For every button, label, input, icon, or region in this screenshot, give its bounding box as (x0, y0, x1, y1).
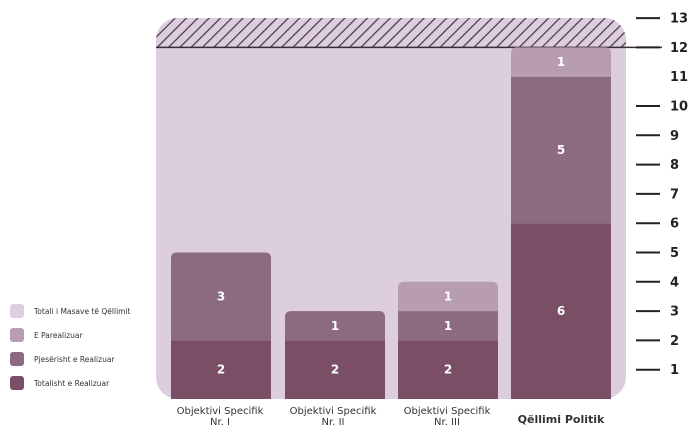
y-tick-label-4: 4 (670, 275, 679, 290)
bar-3-segment-2-label: 1 (444, 319, 452, 333)
category-label-3-line1: Objektivi Specifik (403, 406, 491, 417)
y-tick-label-9: 9 (670, 129, 679, 144)
y-tick-label-12: 12 (670, 41, 688, 56)
bar-1-segment-2-label: 3 (217, 289, 225, 303)
legend-swatch-total (10, 304, 24, 318)
category-label-4-line1: Qëllimi Politik (517, 413, 605, 426)
bar-1-segment-2 (171, 252, 271, 341)
y-tick-label-7: 7 (670, 187, 679, 202)
bar-1-segment-1-label: 2 (217, 363, 225, 377)
category-label-2: Objektivi Specifik Nr. II (273, 406, 393, 428)
y-tick-label-5: 5 (670, 246, 679, 261)
bar-3-segment-2 (398, 311, 498, 341)
category-label-3: Objektivi Specifik Nr. III (387, 406, 507, 428)
bar-2-segment-2-label: 1 (331, 319, 339, 333)
bar-3-segment-3-label: 1 (444, 289, 452, 303)
category-label-2-line2: Nr. II (321, 417, 345, 428)
y-tick-label-8: 8 (670, 158, 679, 173)
y-tick-label-2: 2 (670, 334, 679, 349)
total-hatch-area (156, 18, 626, 48)
bar-3-segment-3 (398, 281, 498, 312)
bar-1-segment-1 (171, 340, 271, 399)
legend-swatch-unrealized (10, 328, 24, 342)
y-tick-label-13: 13 (670, 12, 688, 27)
y-tick-label-11: 11 (670, 70, 688, 85)
legend-label-partial: Pjesërisht e Realizuar (34, 354, 115, 364)
bar-3-segment-1 (398, 340, 498, 399)
y-tick-label-6: 6 (670, 217, 679, 232)
y-tick-label-3: 3 (670, 305, 679, 320)
bar-4-segment-2 (511, 76, 611, 224)
bar-2-segment-1 (285, 340, 385, 399)
category-label-2-line1: Objektivi Specifik (289, 406, 377, 417)
y-tick-label-10: 10 (670, 100, 688, 115)
category-label-4: Qëllimi Politik (501, 414, 621, 425)
legend-item-unrealized: E Parealizuar (10, 326, 131, 344)
bar-4-segment-2-label: 5 (557, 143, 565, 157)
bar-2-segment-2 (285, 311, 385, 341)
legend-item-total: Totali i Masave të Qëllimit (10, 302, 131, 320)
legend-item-partial: Pjesërisht e Realizuar (10, 350, 131, 368)
total-background (156, 18, 626, 399)
bar-2-segment-1-label: 2 (331, 363, 339, 377)
legend: Totali i Masave të Qëllimit E Parealizua… (10, 302, 131, 398)
legend-label-unrealized: E Parealizuar (34, 330, 83, 340)
category-label-1-line2: Nr. I (210, 417, 230, 428)
y-tick-label-1: 1 (670, 363, 679, 378)
bar-4-segment-1 (511, 223, 611, 399)
bar-4-segment-3-label: 1 (557, 55, 565, 69)
legend-swatch-full (10, 376, 24, 390)
category-label-1-line1: Objektivi Specifik (176, 406, 264, 417)
legend-label-full: Totalisht e Realizuar (34, 378, 110, 388)
bar-3-segment-1-label: 2 (444, 363, 452, 377)
bar-4-segment-1-label: 6 (557, 304, 565, 318)
legend-item-full: Totalisht e Realizuar (10, 374, 131, 392)
legend-swatch-partial (10, 352, 24, 366)
bar-4-segment-3 (511, 47, 611, 77)
legend-label-total: Totali i Masave të Qëllimit (34, 306, 131, 316)
category-label-1: Objektivi Specifik Nr. I (160, 406, 280, 428)
category-label-3-line2: Nr. III (434, 417, 460, 428)
